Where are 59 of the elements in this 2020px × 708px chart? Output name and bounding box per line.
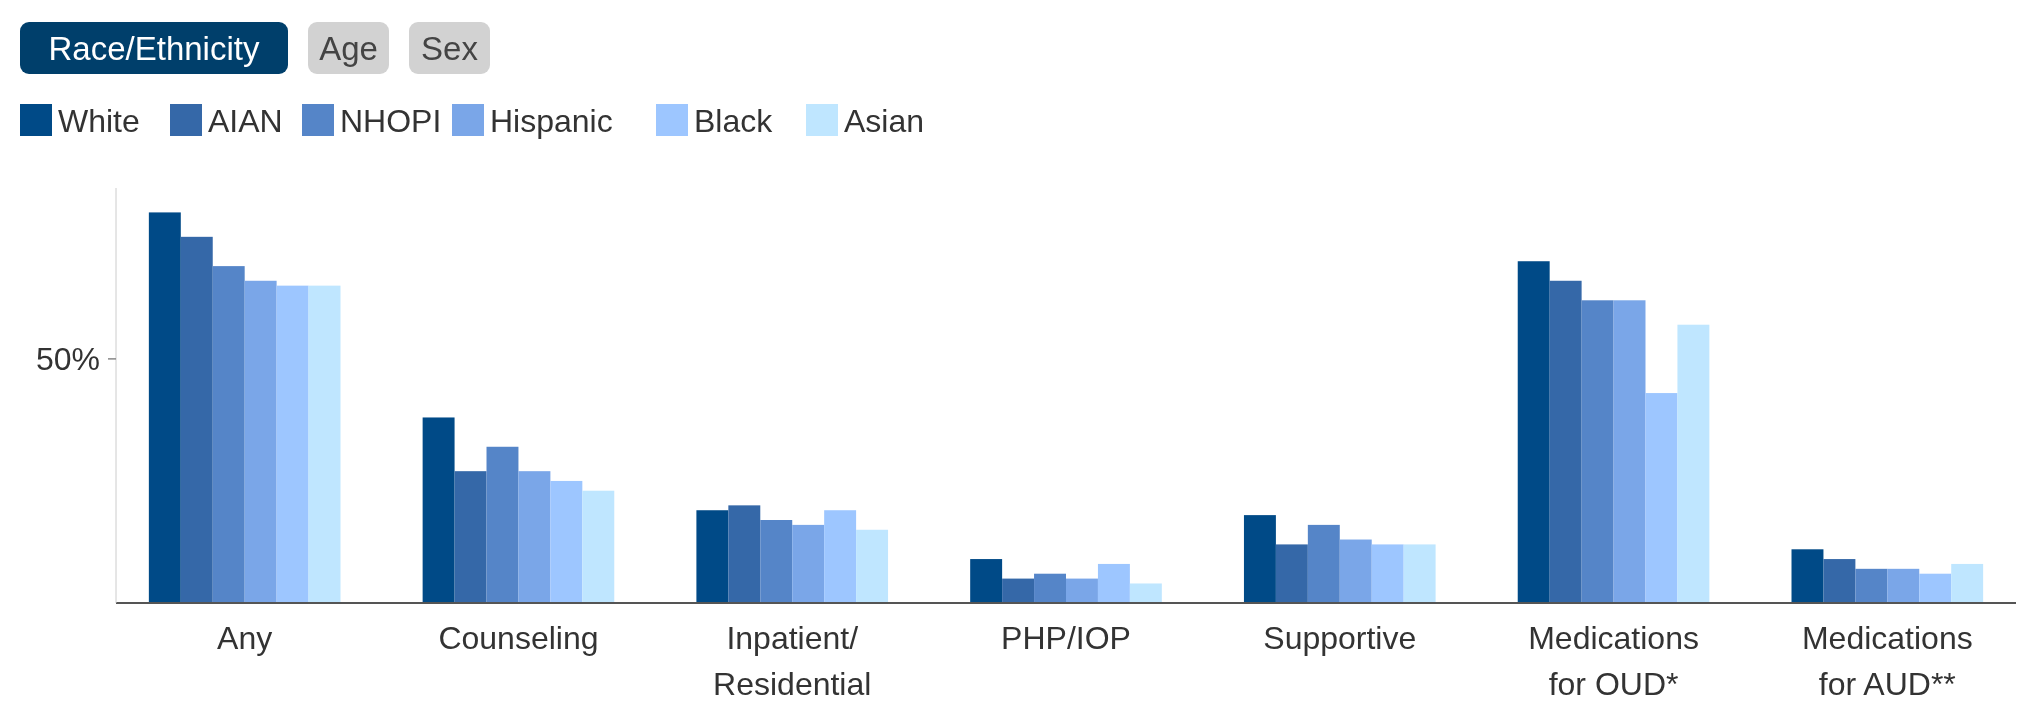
- bar: [1097, 563, 1130, 603]
- tab-button: Sex: [409, 22, 490, 74]
- bar: [518, 471, 551, 603]
- bar: [1613, 300, 1646, 603]
- selected-tab: Race/Ethnicity: [20, 22, 288, 74]
- bar: [550, 480, 583, 603]
- x-tick-label: Any: [217, 620, 273, 656]
- legend-label: White: [58, 103, 140, 139]
- bar: [454, 471, 487, 603]
- bar: [1549, 280, 1582, 603]
- legend-label: Asian: [844, 103, 925, 139]
- bar: [1517, 261, 1550, 603]
- bar: [1243, 515, 1276, 603]
- bar: [1339, 539, 1372, 603]
- x-tick-label: PHP/IOP: [1001, 620, 1131, 656]
- bar: [970, 559, 1003, 603]
- bar: [696, 510, 729, 603]
- bar: [728, 505, 761, 603]
- bar: [1791, 549, 1824, 603]
- bar: [1677, 324, 1710, 603]
- bar: [582, 490, 615, 603]
- legend-label: AIAN: [208, 103, 283, 139]
- bar: [1403, 544, 1436, 603]
- bar: [1129, 583, 1162, 603]
- bar: [1066, 578, 1098, 603]
- bar: [276, 285, 309, 603]
- x-tick-label: Counseling: [438, 620, 599, 656]
- bar: [1919, 573, 1952, 603]
- legend-label: Hispanic: [490, 103, 613, 139]
- bar: [180, 236, 213, 603]
- bar: [422, 417, 455, 603]
- x-tick-label: Inpatient/ Residential: [713, 620, 872, 702]
- bar: [308, 285, 341, 603]
- x-tick-label: Medications for OUD*: [1528, 620, 1699, 702]
- bar: [1034, 573, 1066, 603]
- legend-label: NHOPI: [340, 103, 442, 139]
- x-tick-label: Supportive: [1263, 620, 1417, 656]
- y-tick-label: 50%: [35, 341, 100, 378]
- bar: [1002, 578, 1035, 603]
- bar: [760, 520, 793, 603]
- bar: [1887, 568, 1920, 603]
- bar: [824, 510, 857, 603]
- bar: [856, 529, 889, 603]
- bar: [1951, 563, 1984, 603]
- legend-label: Black: [694, 103, 774, 139]
- bar: [244, 280, 277, 603]
- tab-button: Age: [308, 22, 389, 74]
- bar: [1645, 393, 1678, 603]
- bar: [1581, 300, 1614, 603]
- bar: [1823, 559, 1856, 603]
- bar: [1855, 568, 1888, 603]
- bar: [212, 266, 245, 603]
- bar: [148, 212, 181, 603]
- bar: [792, 524, 825, 603]
- bar: [1275, 544, 1308, 603]
- bar: [486, 446, 519, 603]
- x-tick-label: Medications for AUD**: [1801, 620, 1973, 702]
- bar: [1371, 544, 1404, 603]
- bar: [1307, 524, 1340, 603]
